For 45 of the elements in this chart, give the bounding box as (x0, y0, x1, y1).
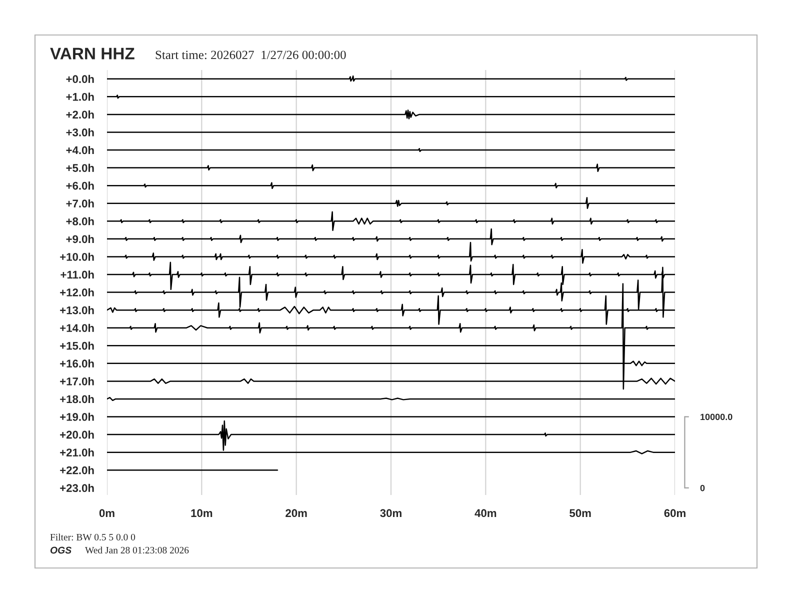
x-tick-label: 30m (380, 509, 402, 518)
x-tick-label: 0m (99, 509, 114, 518)
y-tick-label: +0.0h (66, 74, 94, 84)
line-series (107, 242, 675, 264)
y-tick-label: +22.0h (60, 466, 94, 474)
y-tick-label: +5.0h (66, 164, 94, 172)
x-tick-label: 50m (570, 509, 591, 518)
y-tick-label: +8.0h (66, 217, 94, 226)
y-tick-label: +11.0h (60, 270, 94, 279)
y-tick-label: +12.0h (60, 288, 94, 296)
line-series (107, 164, 675, 172)
y-tick-label: +13.0h (60, 306, 94, 314)
y-tick-label: +18.0h (60, 394, 94, 404)
chart-subtitle: Start time: 2026027 1/27/26 00:00:00 (156, 50, 346, 60)
line-series (107, 420, 675, 451)
y-tick-label: +23.0h (60, 484, 94, 492)
y-tick-label: +6.0h (66, 182, 94, 190)
y-tick-label: +16.0h (60, 359, 94, 368)
y-tick-label: +19.0h (60, 412, 94, 421)
text: OGS (50, 546, 72, 554)
y-tick-label: +3.0h (66, 128, 94, 136)
y-tick-label: +1.0h (66, 92, 94, 101)
y2-tick-label: 0 (700, 484, 705, 492)
line-series (107, 197, 675, 209)
line-series (107, 110, 675, 120)
line-series (107, 211, 675, 232)
y-tick-label: +21.0h (60, 448, 94, 456)
chart-title: VARN HHZ (50, 48, 134, 60)
y-tick-label: +4.0h (66, 146, 94, 154)
x-tick-label: 20m (286, 509, 307, 518)
y-tick-label: +10.0h (60, 252, 94, 261)
text: Filter: BW 0.5 5 0.0 0 (50, 534, 136, 540)
y-tick-label: +9.0h (66, 234, 94, 244)
x-tick-label: 60m (664, 509, 686, 518)
line-series (107, 228, 675, 246)
text: Wed Jan 28 01:23:08 2026 (85, 546, 189, 554)
y-tick-label: +14.0h (60, 324, 94, 332)
y2-tick-label: 10000.0 (700, 414, 732, 420)
x-tick-label: 10m (191, 509, 212, 518)
y-tick-label: +17.0h (60, 377, 94, 386)
y-tick-label: +20.0h (60, 430, 94, 439)
x-tick-label: 40m (474, 509, 496, 518)
y-tick-label: +15.0h (60, 342, 94, 350)
y-tick-label: +2.0h (66, 110, 94, 119)
y-tick-label: +7.0h (66, 199, 94, 208)
